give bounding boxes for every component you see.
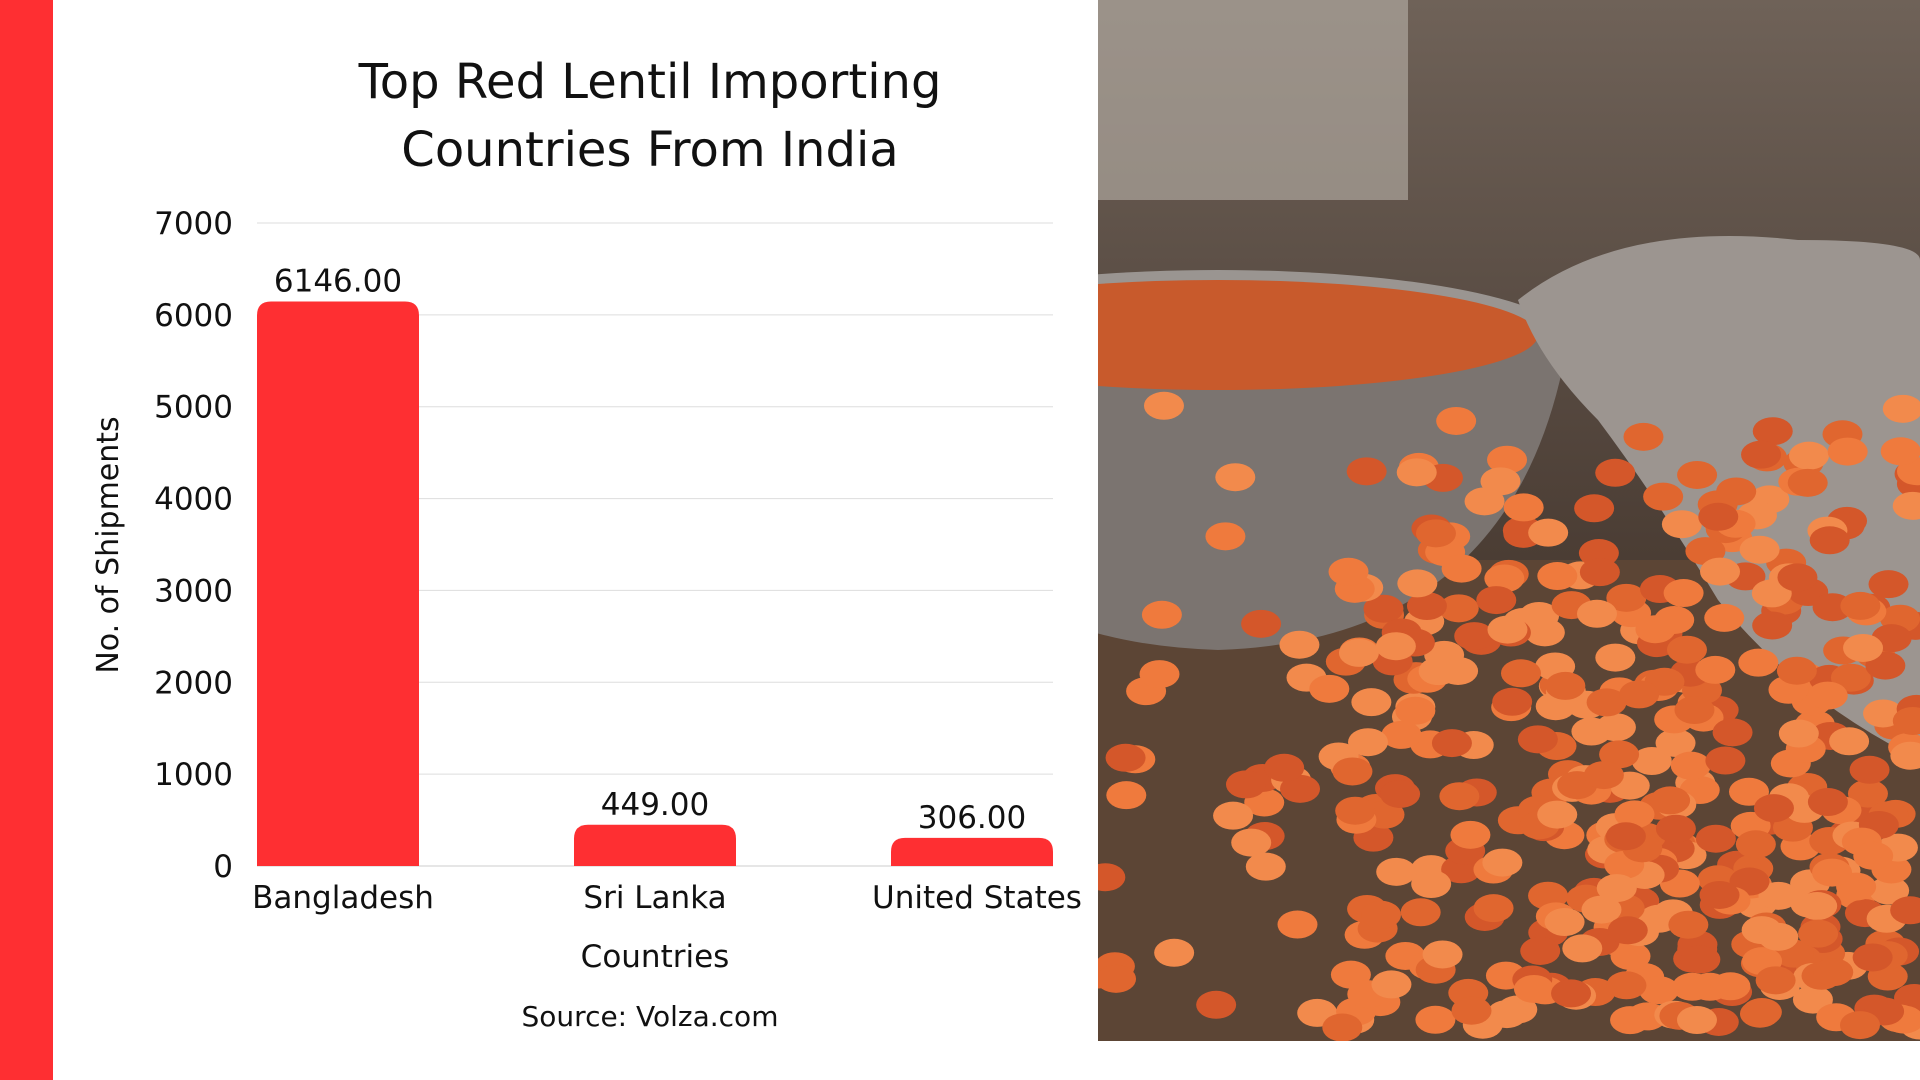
title-line-1: Top Red Lentil Importing (358, 54, 942, 110)
y-tick-label: 4000 (154, 482, 233, 518)
title-line-2: Countries From India (401, 122, 899, 178)
x-tick-label: Sri Lanka (583, 880, 726, 916)
y-tick-label: 1000 (154, 757, 233, 793)
x-axis-label: Countries (581, 939, 730, 975)
bar-bangladesh (257, 301, 419, 866)
bar-chart: 0 1000 2000 3000 4000 5000 6000 7000 6146.00 Bang… (91, 206, 1082, 975)
y-axis-label: No. of Shipments (91, 416, 126, 673)
x-tick-label: United States (872, 880, 1082, 916)
bar-sri-lanka (574, 824, 736, 866)
y-tick-label: 0 (213, 849, 233, 885)
y-tick-label: 5000 (154, 390, 233, 426)
data-label: 306.00 (918, 800, 1026, 836)
y-tick-label: 2000 (154, 665, 233, 701)
data-label: 449.00 (601, 787, 709, 823)
y-tick-label: 7000 (154, 206, 233, 242)
x-tick-label: Bangladesh (252, 880, 434, 916)
data-label: 6146.00 (274, 263, 402, 299)
chart-title: Top Red Lentil Importing Countries From … (250, 48, 1050, 184)
red-lentils-photo (1098, 0, 1920, 1041)
y-tick-label: 6000 (154, 298, 233, 334)
bar-united-states (891, 837, 1053, 866)
accent-strip (0, 0, 53, 1080)
y-tick-label: 3000 (154, 573, 233, 609)
source-note: Source: Volza.com (521, 1000, 779, 1033)
